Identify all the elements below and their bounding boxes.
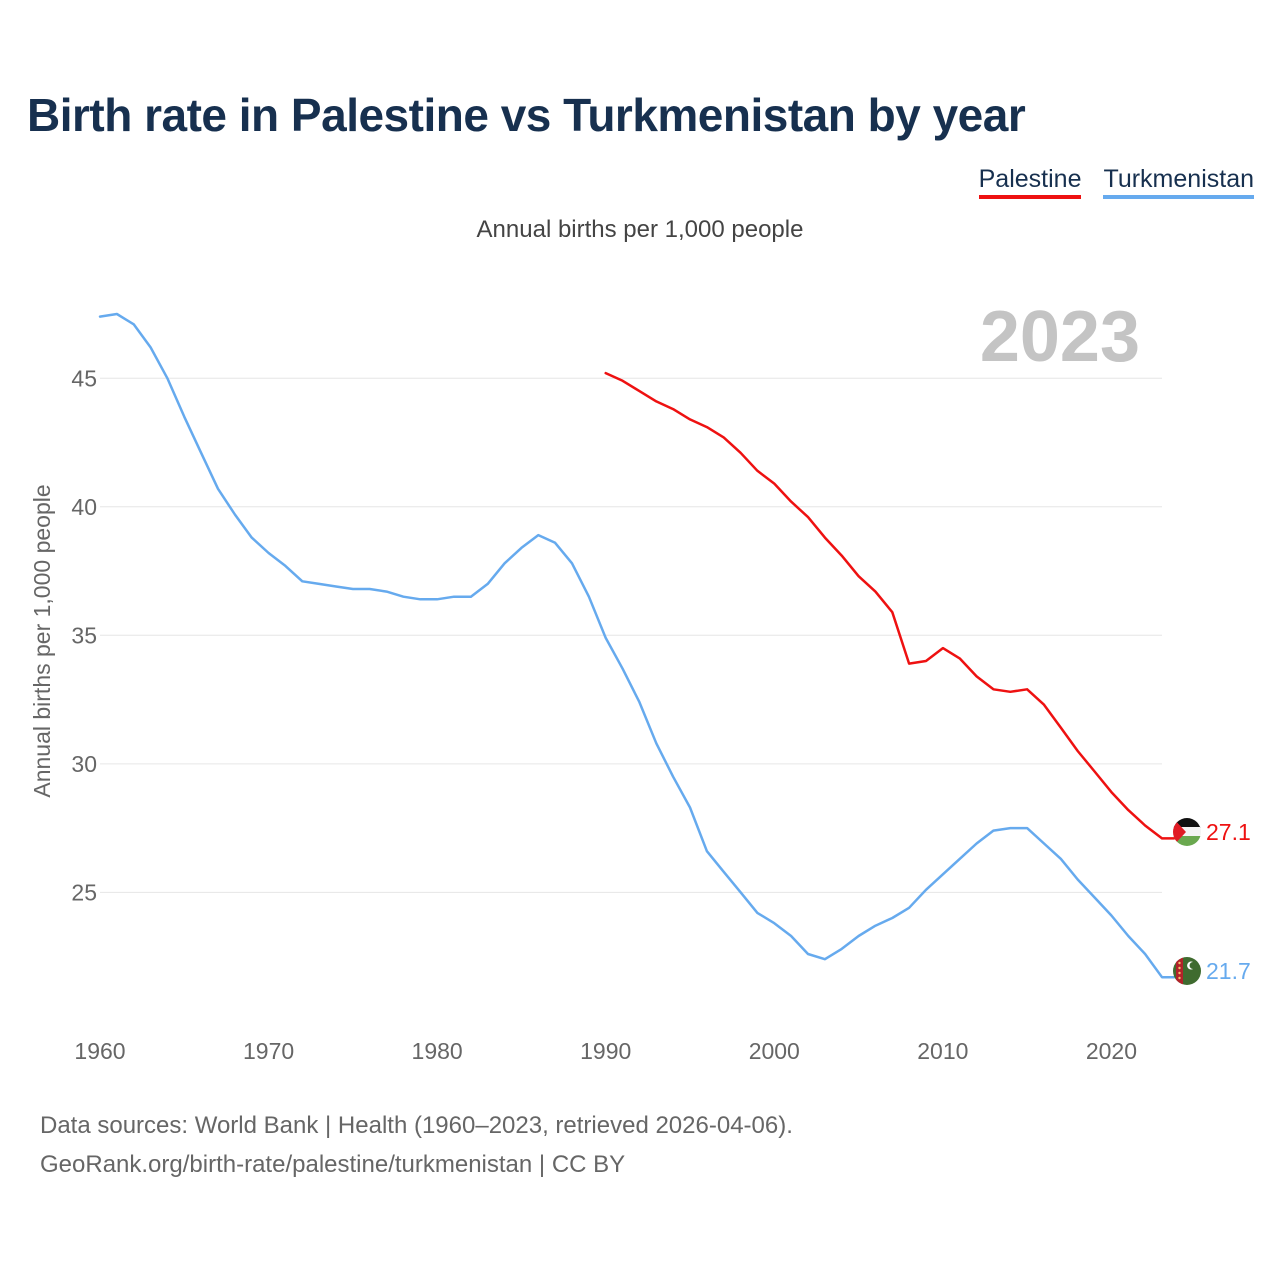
data-sources: Data sources: World Bank | Health (1960–… [40,1106,793,1184]
turkmenistan-end-label: 21.7 [1206,958,1251,984]
x-tick-label-1990: 1990 [580,1038,631,1064]
series-line-turkmenistan[interactable] [98,312,1176,979]
y-axis-label: Annual births per 1,000 people [29,484,55,797]
x-tick-label-1970: 1970 [243,1038,294,1064]
y-tick-label-40: 40 [71,494,97,520]
palestine-flag-icon [1173,818,1201,846]
sources-line-1: Data sources: World Bank | Health (1960–… [40,1112,793,1139]
sources-line-2[interactable]: GeoRank.org/birth-rate/palestine/turkmen… [40,1151,626,1178]
x-tick-label-2010: 2010 [917,1038,968,1064]
y-tick-label-30: 30 [71,751,97,777]
year-badge: 2023 [980,297,1140,377]
legend-item-palestine[interactable]: Palestine [978,164,1082,199]
x-tick-label-1980: 1980 [412,1038,463,1064]
legend-item-turkmenistan[interactable]: Turkmenistan [1103,164,1254,199]
x-tick-label-2000: 2000 [749,1038,800,1064]
legend: Palestine Turkmenistan [978,164,1254,199]
y-tick-label-25: 25 [71,879,97,905]
turkmenistan-flag-icon [1173,957,1201,985]
chart-title: Birth rate in Palestine vs Turkmenistan … [27,89,1026,141]
chart-subtitle: Annual births per 1,000 people [476,216,804,243]
x-tick-label-1960: 1960 [74,1038,125,1064]
palestine-end-label: 27.1 [1206,819,1251,845]
y-tick-label-35: 35 [71,622,97,648]
y-tick-label-45: 45 [71,365,97,391]
series-line-palestine[interactable] [604,371,1176,840]
x-tick-label-2020: 2020 [1086,1038,1137,1064]
